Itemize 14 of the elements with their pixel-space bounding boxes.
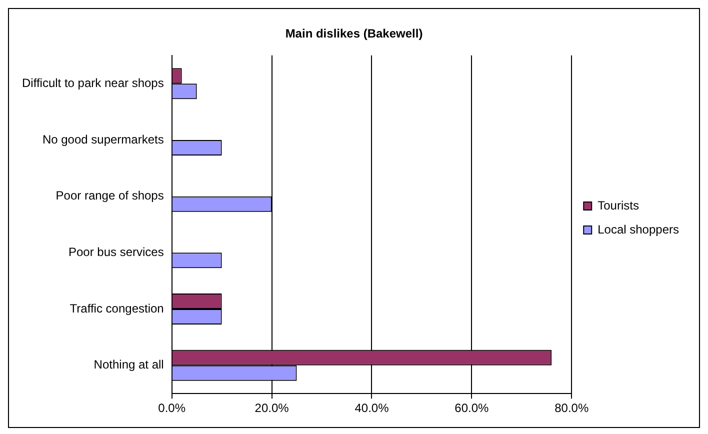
x-tick-label: 80.0%: [554, 401, 589, 416]
y-tick-label: Poor bus services: [68, 244, 164, 259]
chart-title: Main dislikes (Bakewell): [285, 26, 423, 41]
x-tick-label: 40.0%: [354, 401, 390, 416]
x-tick-label: 20.0%: [254, 401, 290, 416]
x-tick-label: 0.0%: [158, 401, 186, 416]
y-tick-label: Poor range of shops: [56, 188, 164, 203]
y-tick-label: Nothing at all: [94, 358, 164, 372]
y-tick-label: Difficult to park near shops: [22, 76, 164, 90]
legend-label: Tourists: [598, 198, 639, 212]
y-tick-label: Traffic congestion: [70, 301, 164, 316]
x-tick-label: 60.0%: [454, 401, 490, 416]
legend-label: Local shoppers: [598, 222, 680, 236]
y-tick-label: No good supermarkets: [42, 132, 164, 146]
